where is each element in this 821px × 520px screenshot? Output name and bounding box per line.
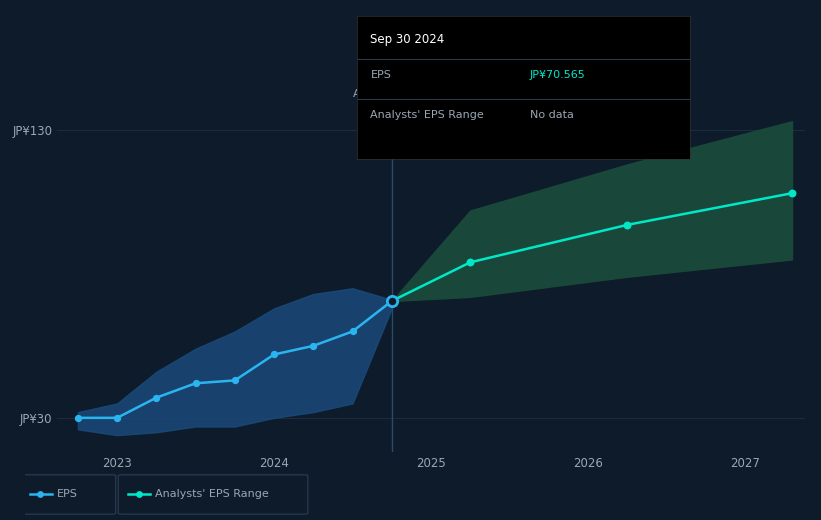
Point: [111, 414, 124, 422]
Point: [189, 379, 202, 387]
Point: [34, 490, 47, 498]
Point: [621, 220, 634, 229]
Point: [385, 297, 398, 305]
Text: EPS: EPS: [370, 70, 392, 80]
Point: [228, 376, 241, 385]
Text: Actual: Actual: [353, 89, 388, 99]
Point: [346, 327, 359, 335]
Point: [385, 297, 398, 305]
Point: [786, 189, 799, 198]
Text: Analysts Forecasts: Analysts Forecasts: [396, 89, 499, 99]
Text: JP¥70.565: JP¥70.565: [530, 70, 586, 80]
Text: No data: No data: [530, 110, 574, 120]
Point: [132, 490, 145, 498]
Point: [307, 342, 320, 350]
Text: EPS: EPS: [57, 489, 77, 499]
Point: [464, 258, 477, 266]
Point: [71, 414, 85, 422]
Text: Analysts' EPS Range: Analysts' EPS Range: [155, 489, 269, 499]
Text: Sep 30 2024: Sep 30 2024: [370, 33, 445, 46]
Point: [268, 350, 281, 359]
Point: [149, 394, 163, 402]
Text: Analysts' EPS Range: Analysts' EPS Range: [370, 110, 484, 120]
